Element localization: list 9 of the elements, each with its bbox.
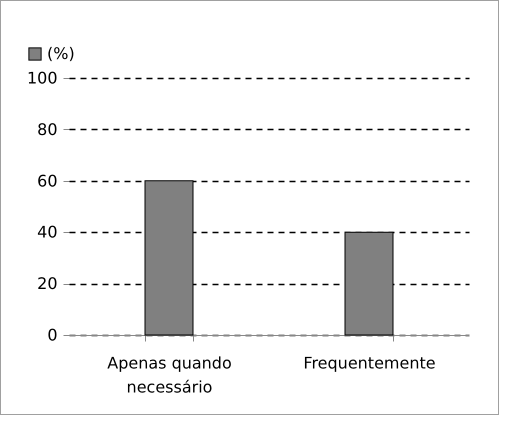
- x-tick-label: Frequentemente: [303, 354, 436, 372]
- y-tick-label: 60: [37, 171, 58, 190]
- y-tick-label: 40: [37, 222, 58, 242]
- legend-label: (%): [47, 44, 75, 63]
- y-tick-label: 20: [37, 274, 58, 294]
- y-tick-label: 100: [26, 68, 58, 88]
- x-tick-label: Apenas quando necessário: [107, 354, 232, 396]
- y-tick-label: 0: [47, 326, 58, 344]
- y-tick-label: 80: [37, 120, 58, 139]
